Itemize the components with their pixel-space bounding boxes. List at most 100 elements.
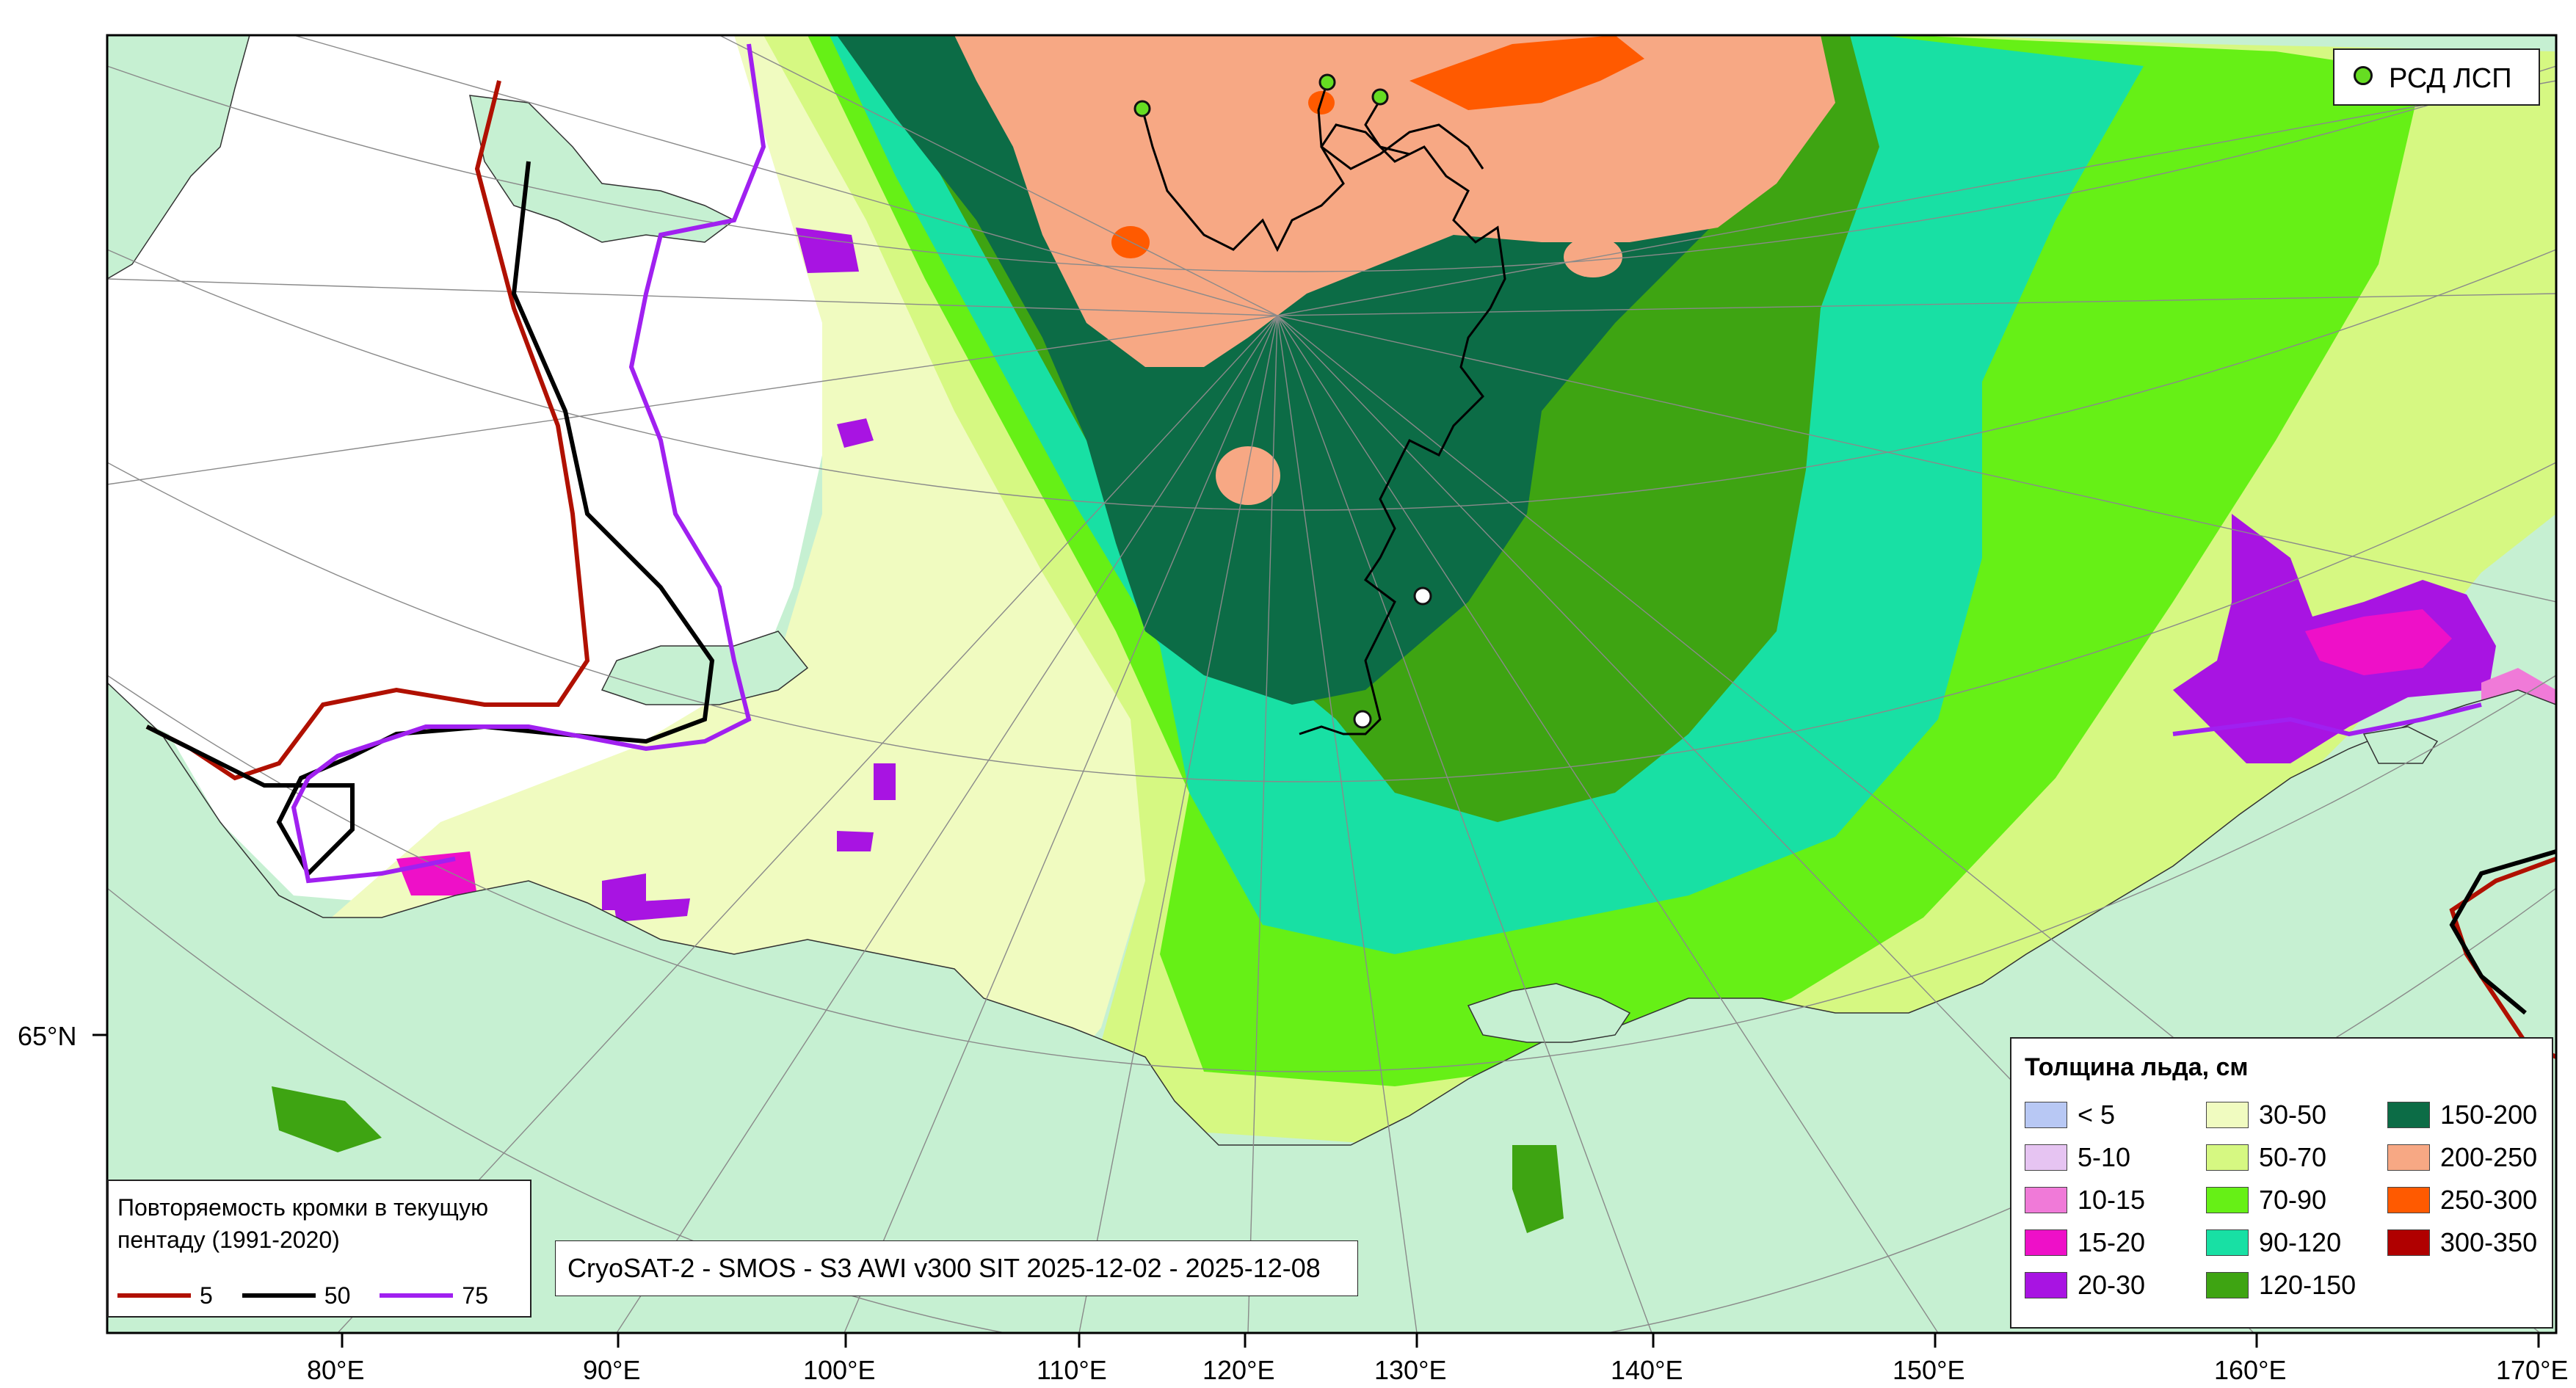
lon-label: 120°E bbox=[1202, 1355, 1275, 1385]
lon-label: 130°E bbox=[1374, 1355, 1447, 1385]
buoy-marker[interactable] bbox=[1371, 88, 1389, 106]
edge-line-5-sample bbox=[117, 1293, 191, 1298]
buoy-track bbox=[1364, 99, 1410, 156]
wrangel-island bbox=[2362, 726, 2439, 764]
thickness-swatch bbox=[2025, 1102, 2067, 1128]
thickness-swatch bbox=[2025, 1272, 2067, 1298]
lon-ticks bbox=[341, 1333, 2540, 1348]
edge-line-50-label: 50 bbox=[324, 1282, 351, 1309]
thickness-swatch bbox=[2206, 1144, 2249, 1171]
ice-20-30-patch bbox=[602, 873, 646, 910]
buoy-legend-dot-icon bbox=[2354, 66, 2373, 85]
ice-200-250-patch bbox=[1564, 236, 1622, 277]
thickness-swatch bbox=[2025, 1229, 2067, 1256]
thickness-class-label: 10-15 bbox=[2078, 1185, 2146, 1215]
thickness-swatch bbox=[2387, 1187, 2430, 1213]
buoy-track bbox=[1317, 81, 1484, 170]
edge-frequency-lines: 5 50 75 bbox=[117, 1281, 518, 1310]
thickness-class-label: 300-350 bbox=[2440, 1227, 2538, 1257]
ice-thickness-legend-title: Толщина льда, см bbox=[2025, 1053, 2249, 1081]
ice-250-300 bbox=[1409, 35, 1644, 110]
thickness-swatch bbox=[2387, 1229, 2430, 1256]
map-frame bbox=[106, 34, 2558, 1334]
lon-label: 150°E bbox=[1893, 1355, 1965, 1385]
lon-label: 90°E bbox=[583, 1355, 641, 1385]
thickness-swatch bbox=[2025, 1144, 2067, 1171]
ice-thickness-legend: Толщина льда, см < 5 5-10 10-15 15-20 20-30 3… bbox=[2010, 1037, 2553, 1329]
ice-120-150-coastal bbox=[272, 1086, 382, 1152]
buoy-marker[interactable] bbox=[1133, 100, 1151, 117]
ice-15-20-east bbox=[2305, 609, 2452, 675]
edge-line-75-label: 75 bbox=[462, 1282, 488, 1309]
thickness-class-label: 20-30 bbox=[2078, 1270, 2146, 1300]
thickness-class-label: 50-70 bbox=[2259, 1142, 2327, 1172]
thickness-legend-item: 90-120 bbox=[2206, 1227, 2342, 1257]
buoy-position-white[interactable] bbox=[1353, 710, 1372, 729]
ice-15-20-patch bbox=[396, 851, 477, 895]
ice-200-250 bbox=[954, 35, 1835, 367]
buoy-position-white[interactable] bbox=[1413, 586, 1432, 606]
ice-20-30-patch bbox=[796, 228, 859, 273]
thickness-swatch bbox=[2025, 1187, 2067, 1213]
siberia-land bbox=[107, 681, 2556, 1333]
edge-line-75 bbox=[291, 43, 2482, 884]
lon-label: 110°E bbox=[1037, 1355, 1107, 1385]
thickness-legend-item: 70-90 bbox=[2206, 1185, 2326, 1215]
buoy-track bbox=[1141, 108, 1506, 735]
thickness-swatch bbox=[2387, 1102, 2430, 1128]
ice-200-250-patch bbox=[1216, 446, 1280, 505]
thickness-legend-item: 15-20 bbox=[2025, 1227, 2146, 1257]
edge-frequency-legend: Повторяемость кромки в текущую пентаду (… bbox=[107, 1180, 531, 1318]
thickness-swatch bbox=[2206, 1102, 2249, 1128]
islands-kara bbox=[601, 631, 809, 705]
thickness-swatch bbox=[2206, 1187, 2249, 1213]
edge-line-5-label: 5 bbox=[200, 1282, 213, 1309]
thickness-legend-item: < 5 bbox=[2025, 1100, 2115, 1130]
lon-label: 160°E bbox=[2214, 1355, 2287, 1385]
buoy-marker[interactable] bbox=[1318, 73, 1336, 91]
thickness-swatch bbox=[2206, 1272, 2249, 1298]
thickness-class-label: 5-10 bbox=[2078, 1142, 2131, 1172]
data-source-caption: CryoSAT-2 - SMOS - S3 AWI v300 SIT 2025-… bbox=[555, 1240, 1358, 1296]
edge-frequency-title: Повторяемость кромки в текущую пентаду (… bbox=[117, 1194, 489, 1253]
lon-label: 100°E bbox=[803, 1355, 876, 1385]
thickness-legend-item: 200-250 bbox=[2387, 1142, 2538, 1172]
ice-20-30-patch bbox=[837, 418, 874, 448]
thickness-class-label: 15-20 bbox=[2078, 1227, 2146, 1257]
svalbard-land bbox=[107, 35, 250, 280]
thickness-legend-item: 150-200 bbox=[2387, 1100, 2537, 1130]
thickness-legend-item: 5-10 bbox=[2025, 1142, 2131, 1172]
edge-line-50 bbox=[145, 161, 2556, 1015]
thickness-legend-item: 10-15 bbox=[2025, 1185, 2145, 1215]
thickness-swatch bbox=[2387, 1144, 2430, 1171]
thickness-legend-item: 20-30 bbox=[2025, 1270, 2146, 1300]
lon-label: 170°E bbox=[2496, 1355, 2569, 1385]
lat-label: 65°N bbox=[18, 1021, 77, 1051]
thickness-legend-item: 300-350 bbox=[2387, 1227, 2538, 1257]
thickness-legend-item: 250-300 bbox=[2387, 1185, 2537, 1215]
thickness-class-label: < 5 bbox=[2078, 1100, 2116, 1130]
ice-120-150-coastal bbox=[1512, 1145, 1564, 1233]
buoy-legend: РСД ЛСП bbox=[2333, 48, 2540, 106]
edge-line-75-sample bbox=[380, 1293, 454, 1298]
thickness-swatch bbox=[2206, 1229, 2249, 1256]
graticule bbox=[107, 35, 2556, 1333]
novosibirsk-islands bbox=[1467, 983, 1631, 1043]
thickness-class-label: 150-200 bbox=[2440, 1100, 2538, 1130]
lon-label: 140°E bbox=[1611, 1355, 1683, 1385]
buoy-legend-label: РСД ЛСП bbox=[2389, 63, 2512, 94]
thickness-class-label: 90-120 bbox=[2259, 1227, 2342, 1257]
thickness-class-label: 30-50 bbox=[2259, 1100, 2327, 1130]
thickness-class-label: 250-300 bbox=[2440, 1185, 2538, 1215]
thickness-class-label: 120-150 bbox=[2259, 1270, 2357, 1300]
thickness-legend-item: 30-50 bbox=[2206, 1100, 2326, 1130]
lon-label: 80°E bbox=[307, 1355, 365, 1385]
ice-20-30-patch bbox=[837, 831, 874, 851]
data-source-text: CryoSAT-2 - SMOS - S3 AWI v300 SIT 2025-… bbox=[567, 1253, 1321, 1283]
thickness-legend-item: 120-150 bbox=[2206, 1270, 2357, 1300]
ice-20-30-patch bbox=[874, 763, 896, 800]
thickness-legend-item: 50-70 bbox=[2206, 1142, 2327, 1172]
edge-line-50-sample bbox=[242, 1293, 316, 1298]
thickness-class-label: 200-250 bbox=[2440, 1142, 2538, 1172]
